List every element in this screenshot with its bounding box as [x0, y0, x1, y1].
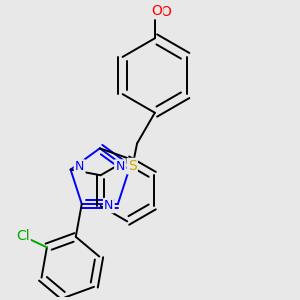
Text: O: O — [161, 5, 172, 19]
Text: N: N — [75, 160, 84, 173]
Text: O: O — [151, 4, 162, 18]
Text: N: N — [104, 199, 113, 212]
Text: S: S — [128, 159, 136, 173]
Text: N: N — [115, 160, 125, 173]
Text: Cl: Cl — [16, 229, 29, 243]
